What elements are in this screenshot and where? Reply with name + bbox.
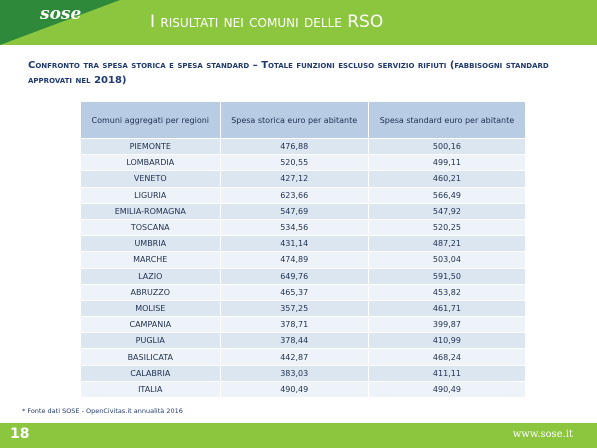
table-row: MARCHE 474,89 503,04 xyxy=(80,251,527,269)
table-cell: LAZIO xyxy=(80,267,221,285)
table-cell: 476,88 xyxy=(219,137,369,156)
data-table: Comuni aggregati per regioni Spesa storic… xyxy=(80,101,527,399)
table-cell: 500,16 xyxy=(367,137,527,156)
table-cell: UMBRIA xyxy=(80,235,221,253)
table-row: LAZIO 649,76 591,50 xyxy=(80,267,527,285)
table-row: EMILIA-ROMAGNA 547,69 547,92 xyxy=(80,202,527,220)
table-cell: LIGURIA xyxy=(80,186,221,204)
table-cell: 411,11 xyxy=(367,364,527,382)
table-cell: 534,56 xyxy=(219,218,369,237)
table-cell: MOLISE xyxy=(80,299,221,318)
table-cell: CALABRIA xyxy=(80,364,221,382)
table-cell: 442,87 xyxy=(219,348,369,366)
table-cell: VENETO xyxy=(80,170,221,188)
table-cell: 357,25 xyxy=(219,299,369,318)
table-cell: 453,82 xyxy=(367,283,527,301)
logo: sose xyxy=(40,4,82,24)
table-cell: ITALIA xyxy=(80,380,221,399)
footer-bar: 18 www.sose.it xyxy=(0,423,597,448)
table-cell: 461,71 xyxy=(367,299,527,318)
table-cell: 520,55 xyxy=(219,154,369,172)
table-cell: 490,49 xyxy=(219,380,369,399)
table-cell: 474,89 xyxy=(219,251,369,269)
table-cell: BASILICATA xyxy=(80,348,221,366)
table-cell: EMILIA-ROMAGNA xyxy=(80,202,221,220)
table-cell: CAMPANIA xyxy=(80,316,221,334)
table-cell: 431,14 xyxy=(219,235,369,253)
table-row: PIEMONTE 476,88 500,16 xyxy=(80,137,527,156)
table-cell: PIEMONTE xyxy=(80,137,221,156)
header-bar: sose I risultati nei comuni delle RSO xyxy=(0,0,597,45)
website: www.sose.it xyxy=(512,429,573,440)
table-cell: 410,99 xyxy=(367,332,527,350)
table-cell: 399,87 xyxy=(367,316,527,334)
table-cell: LOMBARDIA xyxy=(80,154,221,172)
logo-background xyxy=(0,0,120,45)
table-cell: ABRUZZO xyxy=(80,283,221,301)
table-row: LIGURIA 623,66 566,49 xyxy=(80,186,527,204)
table-cell: 378,44 xyxy=(219,332,369,350)
table-cell: 378,71 xyxy=(219,316,369,334)
footnote: * Fonte dati SOSE - OpenCivitas.it annua… xyxy=(22,407,183,415)
table-cell: 468,24 xyxy=(367,348,527,366)
table-cell: 547,92 xyxy=(367,202,527,220)
table-row: ITALIA 490,49 490,49 xyxy=(80,380,527,399)
table-cell: PUGLIA xyxy=(80,332,221,350)
table-cell: 520,25 xyxy=(367,218,527,237)
table-row: CALABRIA 383,03 411,11 xyxy=(80,364,527,382)
table-cell: 566,49 xyxy=(367,186,527,204)
table-cell: 623,66 xyxy=(219,186,369,204)
column-header: Spesa standard euro per abitante xyxy=(367,101,527,139)
table-cell: MARCHE xyxy=(80,251,221,269)
table-row: ABRUZZO 465,37 453,82 xyxy=(80,283,527,301)
table-cell: TOSCANA xyxy=(80,218,221,237)
table-row: MOLISE 357,25 461,71 xyxy=(80,299,527,318)
header-row: Comuni aggregati per regioni Spesa storic… xyxy=(80,101,527,139)
table-cell: 649,76 xyxy=(219,267,369,285)
table-cell: 499,11 xyxy=(367,154,527,172)
table-row: LOMBARDIA 520,55 499,11 xyxy=(80,154,527,172)
table-row: PUGLIA 378,44 410,99 xyxy=(80,332,527,350)
table-cell: 547,69 xyxy=(219,202,369,220)
table-cell: 591,50 xyxy=(367,267,527,285)
table-row: UMBRIA 431,14 487,21 xyxy=(80,235,527,253)
column-header: Spesa storica euro per abitante xyxy=(219,101,369,139)
slide-title: I risultati nei comuni delle RSO xyxy=(150,12,384,32)
subtitle: Confronto tra spesa storica e spesa stan… xyxy=(28,60,549,86)
table-cell: 383,03 xyxy=(219,364,369,382)
table-cell: 427,12 xyxy=(219,170,369,188)
table-row: CAMPANIA 378,71 399,87 xyxy=(80,316,527,334)
table-cell: 460,21 xyxy=(367,170,527,188)
table-cell: 465,37 xyxy=(219,283,369,301)
table-row: BASILICATA 442,87 468,24 xyxy=(80,348,527,366)
page-number: 18 xyxy=(10,426,30,442)
column-header: Comuni aggregati per regioni xyxy=(80,101,221,139)
table-row: VENETO 427,12 460,21 xyxy=(80,170,527,188)
table-row: TOSCANA 534,56 520,25 xyxy=(80,218,527,237)
table-cell: 490,49 xyxy=(367,380,527,399)
table-cell: 487,21 xyxy=(367,235,527,253)
table-cell: 503,04 xyxy=(367,251,527,269)
